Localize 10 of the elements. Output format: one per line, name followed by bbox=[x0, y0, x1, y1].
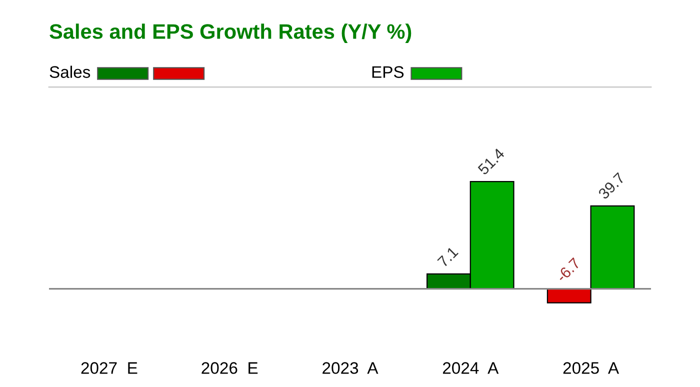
chart-title: Sales and EPS Growth Rates (Y/Y %) bbox=[50, 24, 412, 44]
data-label: 7.1 bbox=[437, 246, 459, 268]
legend-label: EPS bbox=[372, 66, 404, 78]
x-tick-label: 2027 E bbox=[81, 362, 138, 374]
legend-label: Sales bbox=[50, 66, 90, 78]
x-tick-label: 2025 A bbox=[563, 362, 620, 374]
x-tick-label: 2026 E bbox=[202, 362, 258, 374]
data-label: -6.7 bbox=[556, 257, 581, 283]
x-tick-label: 2023 A bbox=[322, 362, 378, 374]
x-tick-label: 2024 A bbox=[442, 362, 499, 374]
